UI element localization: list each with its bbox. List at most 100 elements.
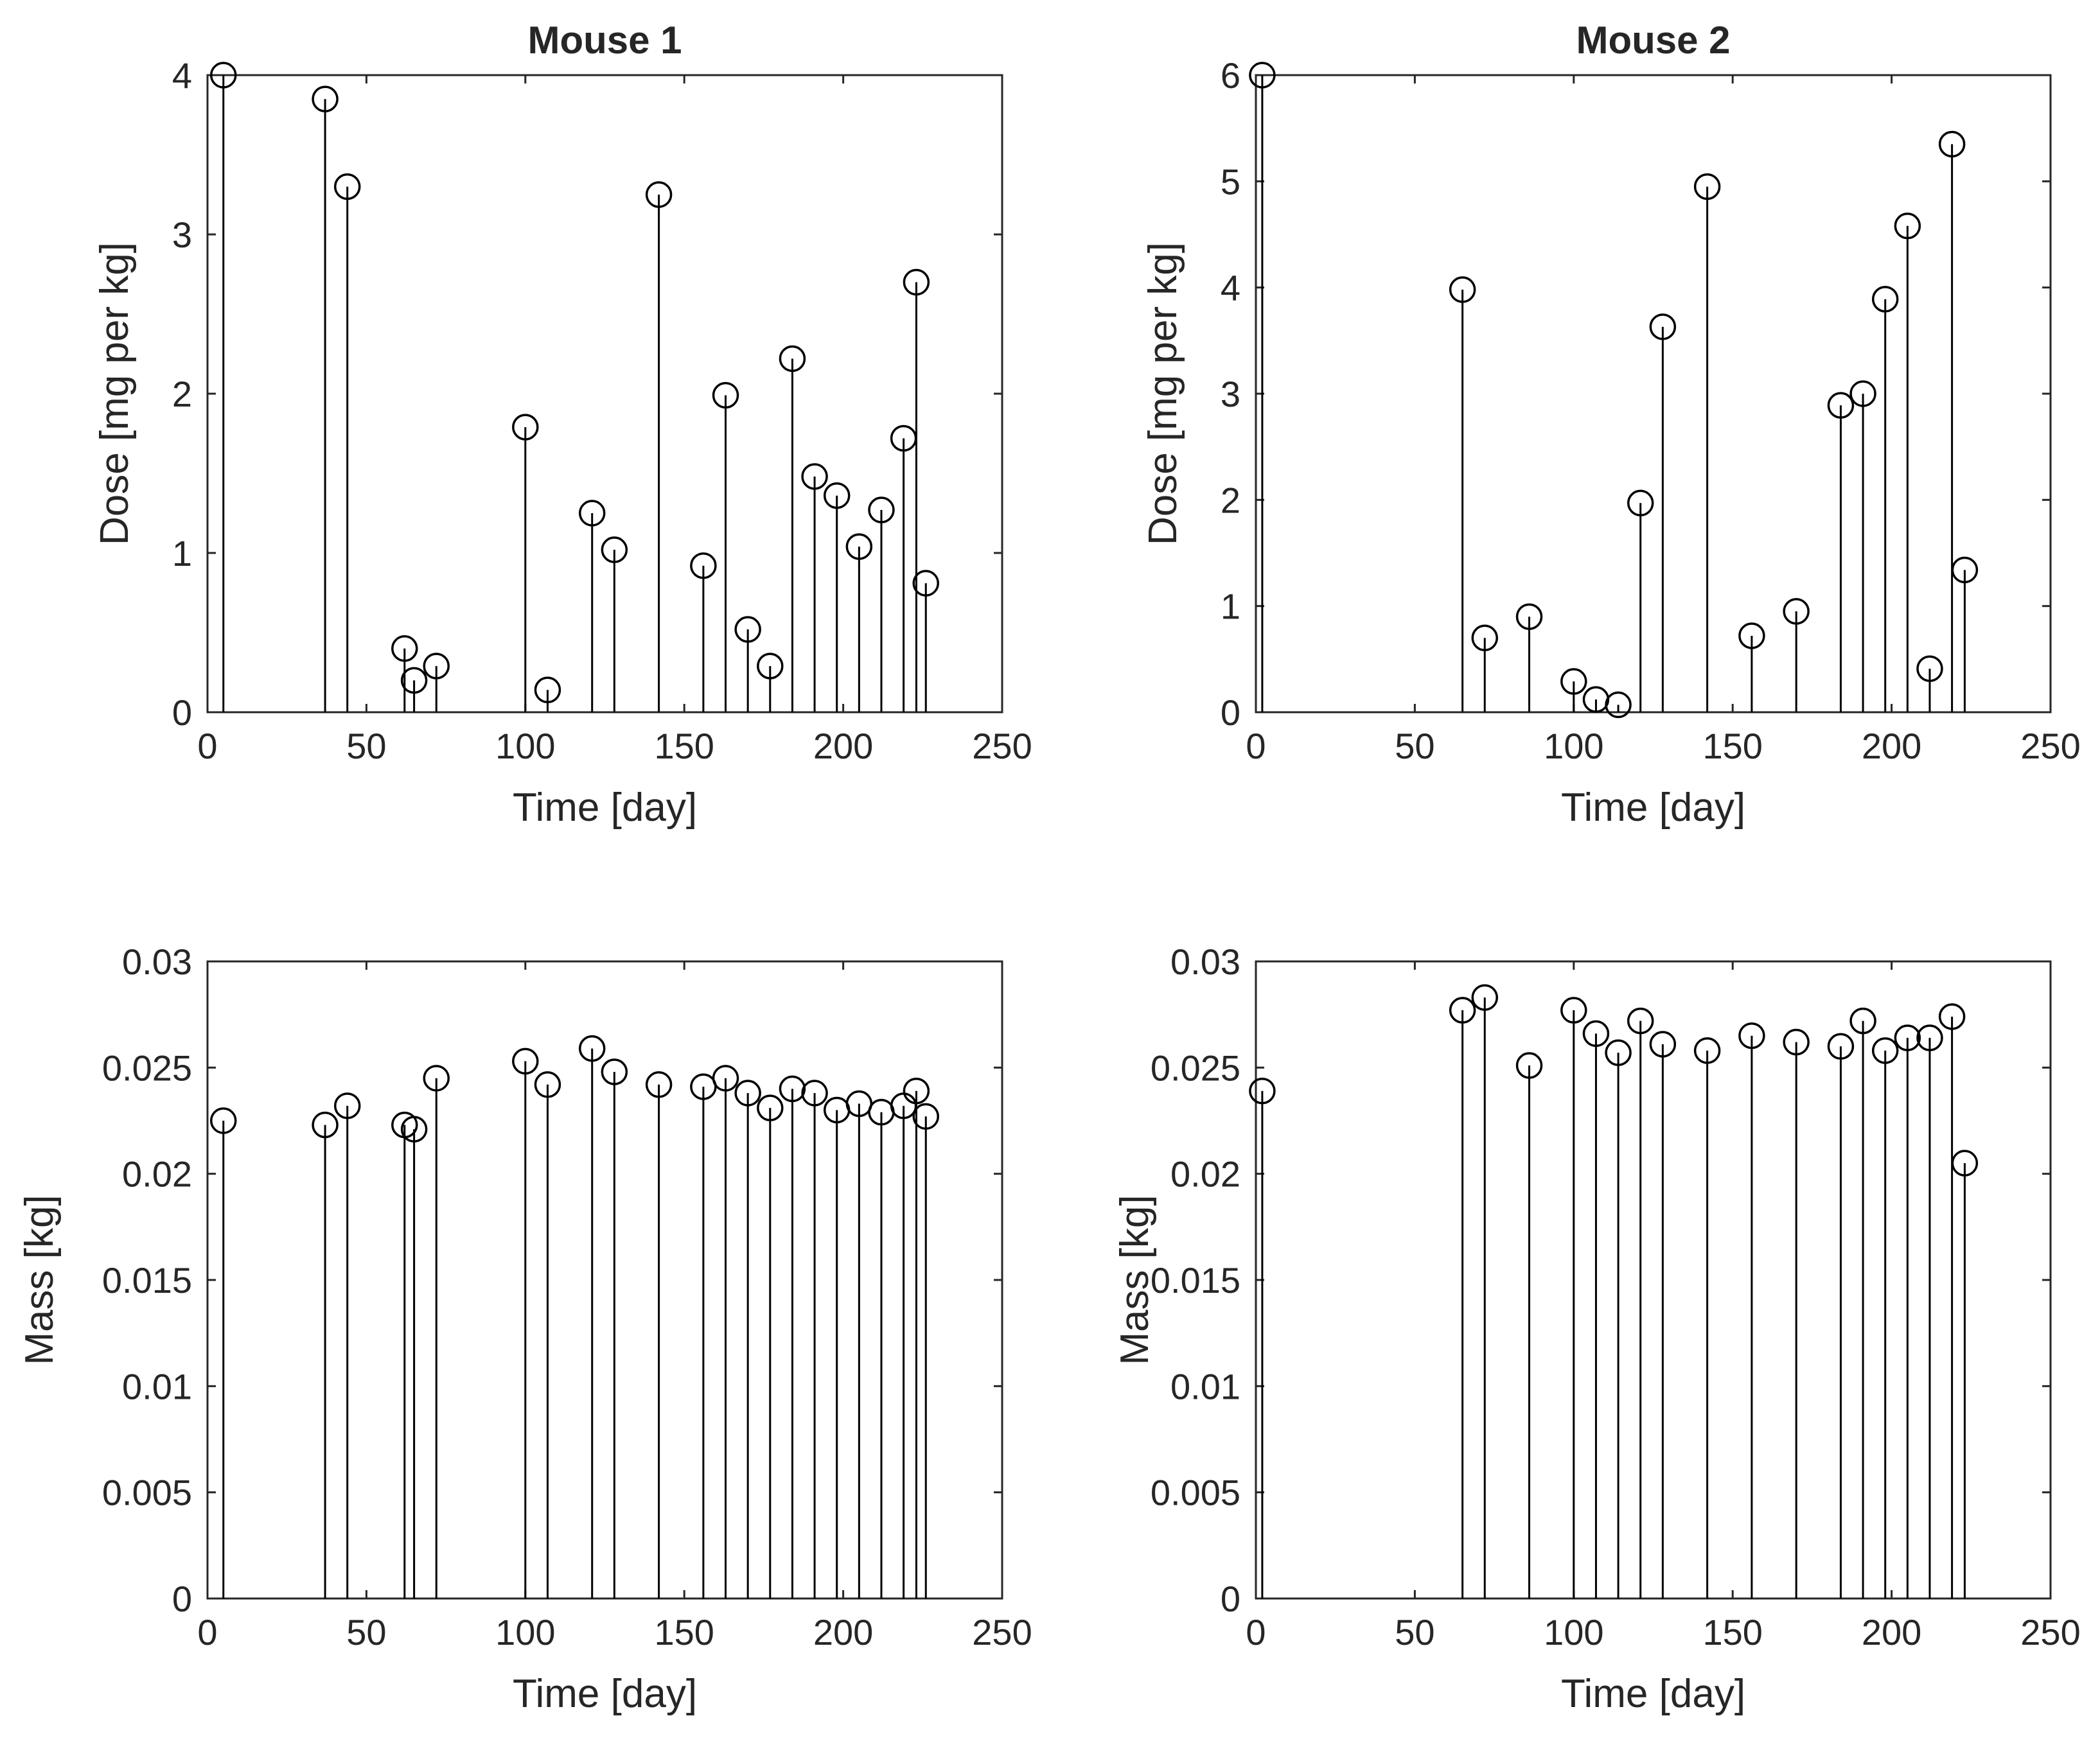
data-point-marker (734, 1080, 761, 1107)
data-point-marker (1783, 598, 1810, 625)
data-point-marker (1916, 655, 1943, 682)
data-point-marker (1894, 1024, 1921, 1051)
data-point-marker (400, 1116, 428, 1143)
data-point-marker (823, 482, 851, 509)
y-tick-label: 4 (1221, 268, 1240, 308)
x-tick-label: 100 (1544, 726, 1603, 766)
data-point-marker (912, 570, 939, 597)
panel-mouse-1-dose: 0 50 100 150 200 250 0 1 2 3 4 Time [day] Dose [mg p… (93, 19, 1032, 830)
x-axis-label: Time [day] (513, 785, 697, 830)
y-tick-label: 2 (1221, 480, 1240, 520)
y-axis-label: Mass [kg] (17, 1195, 62, 1365)
x-tick-label: 0 (1246, 726, 1266, 766)
data-point-marker (1627, 1007, 1654, 1035)
data-point-marker (1871, 1037, 1899, 1064)
y-axis-label: Dose [mg per kg] (93, 242, 137, 545)
y-tick-label: 0.03 (1170, 942, 1240, 982)
x-tick-label: 250 (2020, 1612, 2080, 1652)
x-tick-label: 150 (654, 1612, 714, 1652)
data-point-marker (209, 1107, 237, 1134)
y-tick-label: 0.015 (102, 1260, 192, 1301)
x-tick-label: 50 (346, 726, 386, 766)
data-point-marker (779, 345, 806, 372)
data-point-marker (1951, 1150, 1979, 1177)
x-tick-label: 150 (1702, 726, 1762, 766)
x-tick-label: 250 (972, 1612, 1032, 1652)
y-tick-label: 0.005 (102, 1473, 192, 1513)
data-point-marker (601, 1058, 628, 1085)
data-point-marker (534, 676, 561, 704)
data-point-marker (1249, 1077, 1276, 1105)
y-tick-label: 1 (172, 533, 192, 574)
y-tick-label: 0 (1221, 1579, 1240, 1619)
y-tick-label: 0.02 (1170, 1154, 1240, 1195)
data-point-marker (1738, 622, 1765, 649)
data-point-marker (912, 1103, 939, 1130)
x-tick-label: 150 (1702, 1612, 1762, 1652)
y-axis-label: Dose [mg per kg] (1141, 242, 1185, 545)
x-tick-label: 100 (1544, 1612, 1603, 1652)
data-point-marker (903, 1077, 930, 1105)
y-tick-label: 3 (1221, 374, 1240, 414)
data-point-marker (1560, 997, 1587, 1024)
y-tick-label: 0 (172, 692, 192, 733)
data-point-marker (578, 1035, 606, 1062)
data-point-marker (1827, 392, 1855, 419)
data-point-marker (1649, 313, 1677, 340)
y-tick-label: 0.025 (1151, 1047, 1240, 1088)
data-point-marker (1951, 556, 1979, 584)
y-axis-label: Mass [kg] (1113, 1195, 1157, 1365)
data-point-marker (801, 1080, 828, 1107)
data-point-marker (1605, 1039, 1632, 1066)
axes-frame (1255, 74, 2052, 714)
x-axis-label: Time [day] (1561, 1672, 1745, 1716)
data-point-marker (312, 85, 339, 112)
data-point-marker (645, 181, 673, 208)
x-tick-label: 200 (1862, 726, 1921, 766)
data-point-marker (1515, 1052, 1543, 1079)
data-point-marker (423, 1065, 450, 1092)
data-point-marker (1449, 997, 1476, 1024)
data-point-marker (712, 381, 739, 409)
data-point-marker (1693, 1037, 1721, 1064)
y-tick-label: 5 (1221, 161, 1240, 202)
data-point-marker (209, 62, 237, 89)
data-point-marker (903, 268, 930, 296)
data-point-marker (312, 1111, 339, 1139)
y-tick-label: 0.01 (122, 1366, 192, 1406)
x-tick-label: 200 (813, 726, 873, 766)
panel-mouse-2-dose: 0 50 100 150 200 250 0 1 2 3 4 5 6 Time [day] Dose [mg… (1141, 19, 2081, 830)
data-point-marker (1515, 603, 1543, 630)
data-point-marker (512, 1047, 539, 1075)
data-point-marker (757, 653, 784, 679)
data-point-marker (712, 1065, 739, 1092)
y-tick-label: 1 (1221, 586, 1240, 627)
x-tick-label: 0 (1246, 1612, 1266, 1652)
data-point-marker (1894, 213, 1921, 240)
y-tick-label: 0 (1221, 692, 1240, 733)
data-point-marker (512, 414, 539, 441)
y-tick-label: 0.015 (1151, 1260, 1240, 1301)
x-tick-label: 200 (1862, 1612, 1921, 1652)
data-point-marker (1560, 668, 1587, 695)
data-point-marker (1249, 62, 1276, 89)
data-point-marker (1783, 1028, 1810, 1056)
panel-mouse-2-mass: 0 50 100 150 200 250 0 0.005 0.01 0.015 0.02 0.025 0… (1113, 942, 2081, 1716)
data-point-marker (868, 496, 895, 523)
x-tick-label: 0 (197, 1612, 217, 1652)
data-point-marker (534, 1071, 561, 1098)
data-point-marker (400, 667, 428, 694)
y-tick-label: 0.03 (122, 942, 192, 982)
y-tick-label: 2 (172, 374, 192, 414)
x-tick-label: 150 (654, 726, 714, 766)
data-point-marker (1471, 984, 1499, 1011)
panel-title: Mouse 2 (1576, 19, 1730, 62)
axes-frame (206, 960, 1003, 1600)
y-tick-label: 0.005 (1151, 1473, 1240, 1513)
data-point-marker (1916, 1024, 1943, 1051)
panel-title: Mouse 1 (527, 19, 682, 62)
data-point-marker (333, 1092, 361, 1119)
data-point-marker (1849, 1007, 1876, 1035)
data-point-marker (578, 500, 606, 527)
x-axis-label: Time [day] (1561, 785, 1745, 830)
